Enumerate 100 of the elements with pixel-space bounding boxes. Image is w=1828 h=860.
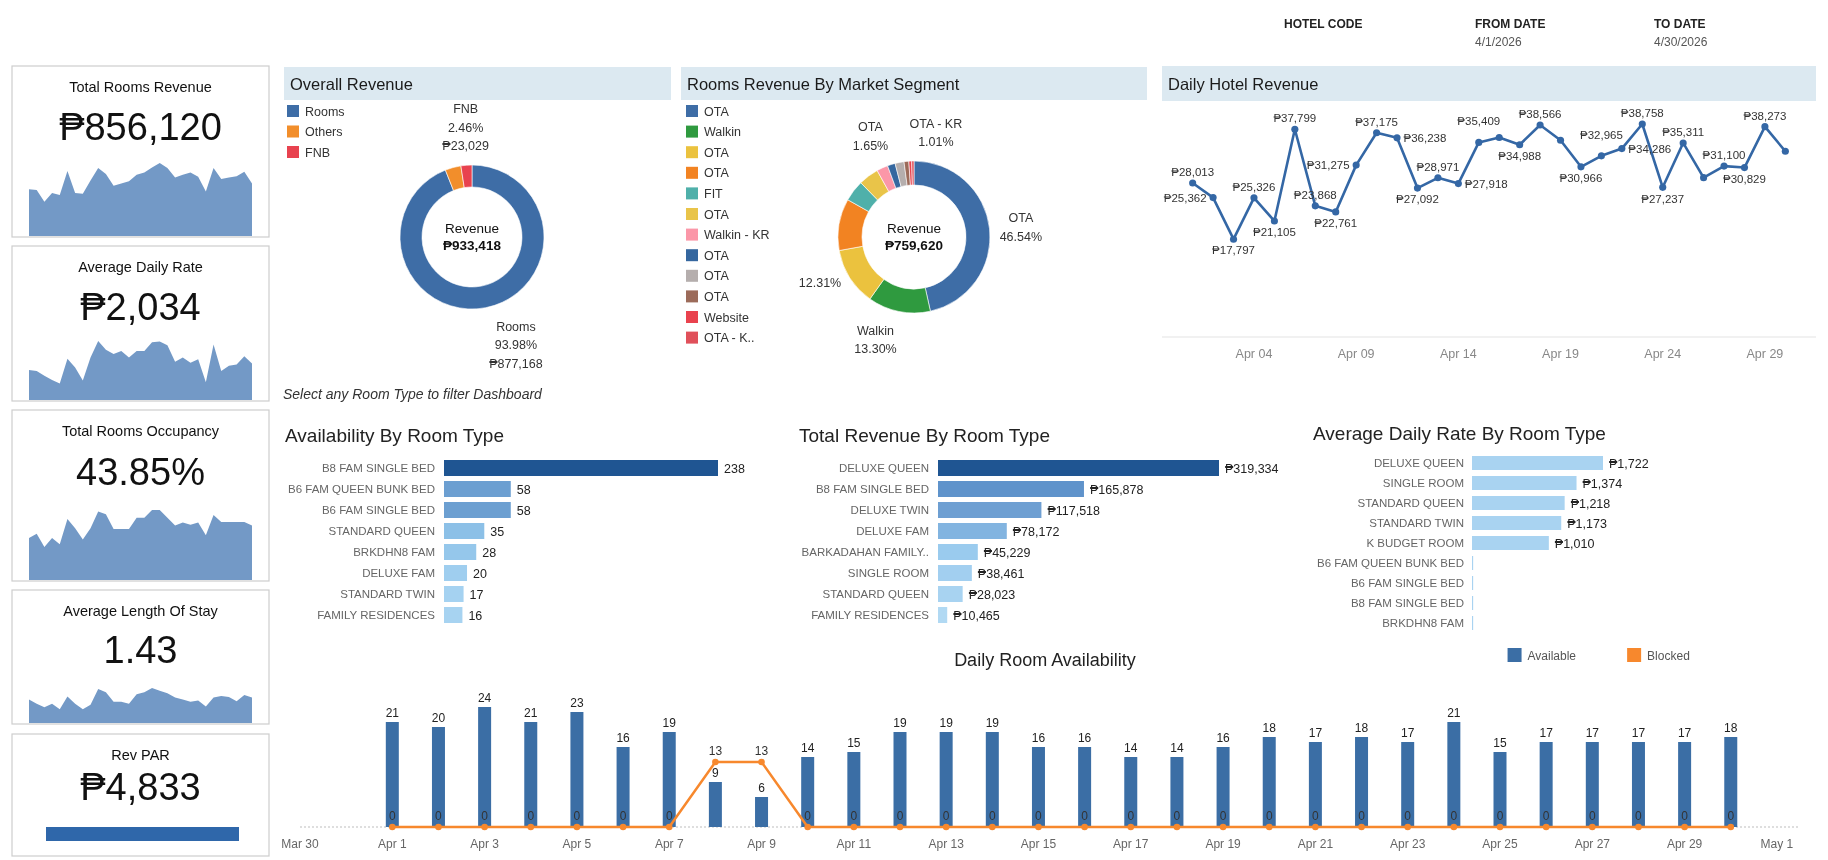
y-tick-label: SINGLE ROOM [1382,477,1464,489]
text: Rev PAR [111,747,170,763]
point [1577,163,1585,171]
legend-label: Others [305,125,343,139]
y-tick-label: B6 FAM QUEEN BUNK BED [1317,557,1464,569]
data-label: ₱38,273 [1743,109,1787,122]
data-label: 13 [708,744,723,758]
x-tick-label: Apr 5 [562,837,592,851]
data-label: 17 [1539,726,1554,740]
y-tick-label: B6 FAM QUEEN BUNK BED [288,483,435,495]
data-label: OTA 1.65% [852,120,889,153]
point [1454,180,1462,188]
chart-title: Average Daily Rate [78,259,203,275]
data-label: 19 [985,716,1000,730]
y-tick-label: FAMILY RESIDENCES [811,609,930,621]
data-label: 0 [1542,809,1550,823]
bar [444,502,511,518]
bar [1631,742,1645,827]
point [1291,125,1299,133]
point [1332,208,1340,216]
chart-subtitle: ₱856,120 [59,106,222,148]
point [1516,141,1524,149]
bar [1724,737,1738,827]
data-label: ₱32,965 [1579,128,1623,141]
data-label: 16 [1077,731,1092,745]
data-label: 21 [385,706,400,720]
text: FROM DATE [1475,17,1546,31]
bar [893,732,907,827]
data-label: 0 [1035,809,1043,823]
point [1413,184,1422,192]
y-tick-label: STANDARD QUEEN [328,525,435,537]
bar [444,607,463,623]
data-label: OTA - KR 1.01% [909,116,963,150]
data-label: ₱37,799 [1273,112,1317,125]
data-label: ₱34,988 [1498,150,1542,162]
bar [1493,752,1507,827]
bar [985,732,999,827]
bar [938,502,1042,518]
chart-title: Rooms Revenue By Market Segment [687,74,960,93]
bar [1472,456,1603,470]
legend-label: FNB [305,145,330,160]
data-label: 23 [570,696,584,710]
point [1597,152,1605,160]
data-label: ₱31,275 [1306,159,1350,172]
x-tick-label: Apr 11 [836,837,872,851]
data-label: 21 [1447,706,1461,720]
data-label: ₱1,218 [1570,496,1611,511]
data-label: 24 [477,691,492,705]
x-tick-label: Apr 14 [1439,347,1477,361]
y-tick-label: STANDARD TWIN [340,588,435,600]
data-label: 0 [573,809,581,823]
data-label: 0 [942,809,950,823]
text: Revenue [886,221,942,236]
data-label: ₱319,334 [1225,461,1279,476]
bar [616,747,630,827]
point [1618,145,1626,153]
data-label: 0 [850,809,858,823]
text: HOTEL CODE [1284,17,1363,31]
legend-label: Website [704,310,749,325]
chart-title: Total Rooms Revenue [69,79,212,95]
data-label: 16 [1216,731,1231,745]
y-tick-label: K BUDGET ROOM [1366,537,1464,549]
legend-label: Rooms [305,104,345,119]
text: ₱933,418 [443,238,502,253]
x-tick-label: Apr 29 [1746,347,1784,361]
data-label: ₱38,566 [1518,108,1562,121]
text: Select any Room Type to filter Dashboard [283,386,544,402]
point [1373,129,1381,137]
data-label: 18 [1262,721,1277,735]
data-label: 0 [804,809,812,823]
legend-label: OTA [704,248,730,263]
data-label: ₱1,173 [1567,516,1607,531]
point [1434,174,1442,182]
data-label: ₱22,761 [1314,217,1358,230]
data-label: 20 [431,711,446,725]
point [1311,202,1319,210]
data-label: ₱35,409 [1457,115,1501,128]
y-tick-label: DELUXE FAM [362,567,435,579]
bar [1472,536,1549,550]
data-label: 0 [988,809,996,823]
bar [444,565,468,581]
data-label: 6 [758,781,766,795]
x-tick-label: Apr 3 [470,837,500,851]
data-label: 28 [482,545,497,560]
bar [938,544,978,560]
point [1475,138,1483,146]
data-label: 0 [388,809,396,823]
bar [1308,742,1322,827]
data-label: 12.31% [798,276,842,291]
data-label: 0 [435,809,443,823]
data-label: ₱10,465 [953,608,1000,623]
data-label: 13 [754,744,769,758]
y-tick-label: B6 FAM SINGLE BED [321,504,435,516]
point [1229,235,1238,243]
data-label: 20 [473,566,487,581]
chart-subtitle: 43.85% [76,451,205,493]
x-tick-label: Apr 04 [1235,347,1273,361]
data-label: ₱30,966 [1559,172,1603,185]
data-label: 16 [616,731,631,745]
data-label: ₱165,878 [1089,482,1144,497]
